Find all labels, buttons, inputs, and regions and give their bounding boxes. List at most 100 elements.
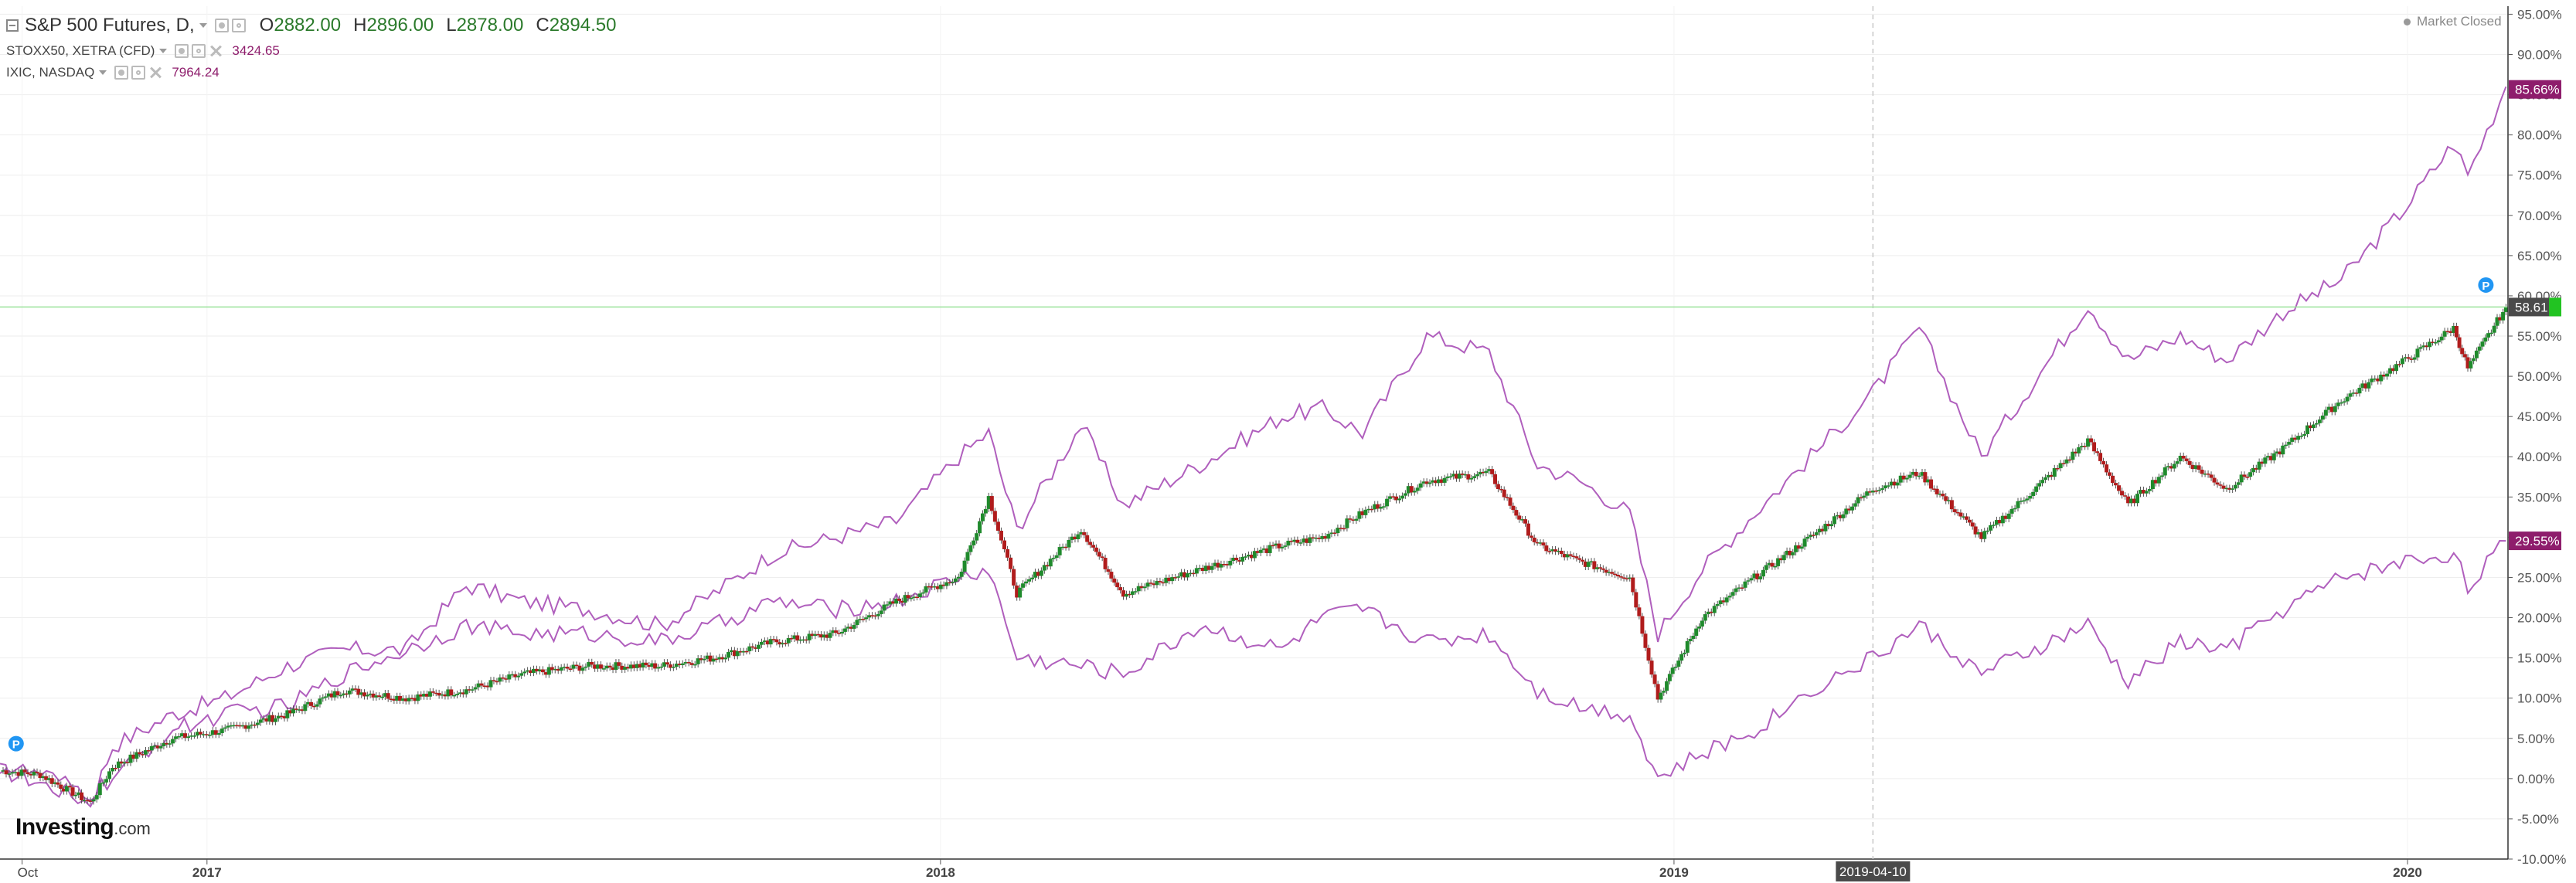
candle-body: [747, 646, 752, 651]
start-marker: [8, 735, 24, 752]
compare-symbol-label[interactable]: STOXX50, XETRA (CFD): [6, 43, 155, 58]
candle-body: [183, 733, 188, 739]
candle-body: [1547, 551, 1552, 552]
candle-body: [1700, 620, 1704, 627]
candle-body: [326, 693, 331, 697]
candle-body: [232, 725, 237, 727]
x-tick-label: 2020: [2393, 865, 2422, 880]
candle-body: [1219, 564, 1223, 568]
candle-body: [374, 695, 379, 698]
candle-body: [738, 650, 743, 653]
candle-body: [1424, 481, 1429, 484]
eye-icon[interactable]: [175, 44, 189, 58]
y-tick-label: 25.00%: [2517, 570, 2562, 585]
chevron-down-icon[interactable]: [99, 70, 107, 75]
candle-body: [587, 661, 591, 667]
candle-body: [2439, 336, 2444, 341]
candle-body: [1767, 562, 1771, 565]
candle-body: [1323, 536, 1328, 539]
price-badge-label: 85.66%: [2515, 83, 2560, 97]
price-scale[interactable]: 95.00%90.00%85.00%80.00%75.00%70.00%65.0…: [2507, 6, 2566, 867]
candle-body: [2472, 358, 2476, 362]
candle-body: [2492, 325, 2496, 333]
legend-compare-row[interactable]: IXIC, NASDAQ 7964.24: [6, 62, 624, 83]
candle-body: [959, 572, 964, 577]
candle-body: [1345, 518, 1349, 528]
candle-body: [2114, 483, 2118, 486]
candle-body: [1042, 565, 1046, 571]
candle-body: [1967, 519, 1972, 523]
candle-body: [198, 732, 202, 735]
y-tick-label: -5.00%: [2517, 812, 2559, 827]
candle-body: [798, 639, 803, 641]
candle-body: [2311, 424, 2316, 429]
y-tick-label: -10.00%: [2517, 852, 2566, 867]
gear-icon[interactable]: [131, 66, 146, 80]
candle-body: [1847, 508, 1852, 511]
candle-body: [2290, 437, 2295, 442]
candle-body: [2206, 474, 2210, 475]
legend-compare-row[interactable]: STOXX50, XETRA (CFD) 3424.65: [6, 40, 624, 62]
gear-icon[interactable]: [231, 19, 246, 32]
candle-body: [2323, 409, 2328, 416]
candle-body: [1094, 547, 1098, 552]
ohlc-low-value: 2878.00: [456, 15, 524, 36]
candle-body: [522, 671, 527, 674]
candle-body: [377, 695, 382, 698]
candle-body: [1475, 474, 1479, 477]
candle-body: [1796, 545, 1801, 549]
candle-body: [1665, 681, 1669, 691]
candle-body: [1481, 471, 1485, 474]
y-tick-label: 5.00%: [2517, 732, 2554, 746]
candle-body: [410, 698, 414, 699]
candle-body: [816, 633, 821, 636]
candle-body: [2049, 474, 2054, 477]
chevron-down-icon[interactable]: [199, 23, 207, 28]
candle-body: [1139, 586, 1144, 589]
candle-body: [846, 627, 850, 629]
candle-body: [7, 773, 12, 775]
y-tick-label: 10.00%: [2517, 691, 2562, 706]
candle-body: [2141, 490, 2146, 494]
candle-body: [2495, 317, 2499, 326]
candle-body: [1589, 561, 1594, 562]
candle-body: [2074, 451, 2078, 453]
y-tick-label: 20.00%: [2517, 611, 2562, 626]
compare-symbol-label[interactable]: IXIC, NASDAQ: [6, 65, 95, 80]
candle-body: [1688, 638, 1693, 641]
close-icon[interactable]: [209, 44, 223, 58]
candle-body: [1829, 524, 1834, 527]
candle-body: [1595, 567, 1600, 569]
candle-body: [207, 735, 212, 736]
candle-body: [1581, 559, 1585, 562]
candle-body: [1442, 477, 1447, 483]
candle-body: [611, 667, 615, 671]
status-dot-icon: [2404, 18, 2411, 25]
end-marker: [2478, 277, 2494, 293]
eye-icon[interactable]: [214, 19, 229, 32]
eye-icon[interactable]: [114, 66, 129, 80]
chevron-down-icon[interactable]: [159, 49, 168, 53]
candle-body: [1274, 543, 1278, 546]
candle-body: [1574, 556, 1579, 559]
candle-body: [2058, 463, 2063, 469]
candle-body: [2501, 311, 2506, 321]
candle-body: [1812, 535, 1816, 536]
main-symbol-label[interactable]: S&P 500 Futures, D,: [25, 15, 195, 36]
candle-body: [1889, 481, 1894, 486]
candle-body: [778, 642, 782, 645]
close-icon[interactable]: [148, 66, 162, 80]
candle-body: [933, 586, 938, 588]
candle-body: [279, 715, 284, 718]
candle-body: [1715, 604, 1720, 606]
candle-body: [1880, 488, 1884, 491]
candle-body: [144, 750, 148, 755]
brand-logo[interactable]: Investing .com: [15, 814, 151, 841]
candle-body: [1302, 538, 1306, 543]
gear-icon[interactable]: [192, 44, 206, 58]
candle-body: [1613, 573, 1618, 576]
collapse-legend-icon[interactable]: [6, 19, 19, 32]
candle-body: [1332, 532, 1337, 534]
